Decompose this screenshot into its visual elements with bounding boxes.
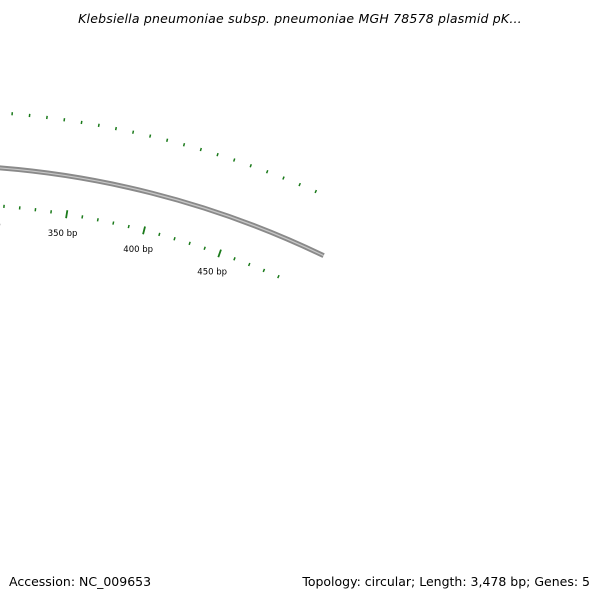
topology-summary: Topology: circular; Length: 3,478 bp; Ge…: [302, 574, 590, 589]
outer-tick: [314, 189, 318, 194]
inner-ruler-label: 400 bp: [123, 245, 153, 255]
inner-tick: [247, 262, 251, 267]
inner-tick: [158, 232, 161, 237]
inner-tick: [217, 249, 222, 258]
outer-tick: [216, 152, 219, 157]
inner-tick: [127, 224, 130, 229]
inner-tick: [188, 241, 191, 246]
outer-tick-ruler: [11, 112, 318, 194]
inner-tick-ruler: [3, 204, 280, 279]
outer-tick: [282, 176, 285, 180]
outer-tick: [298, 182, 301, 187]
outer-tick: [182, 143, 186, 147]
inner-tick: [173, 236, 176, 241]
outer-tick: [249, 163, 252, 168]
inner-ruler-label: 350 bp: [48, 229, 78, 239]
plasmid-backbone: [0, 165, 325, 258]
inner-tick: [262, 268, 266, 273]
inner-tick: [81, 215, 84, 219]
map-title: Klebsiella pneumoniae subsp. pneumoniae …: [78, 11, 522, 26]
backbone-arc: [0, 165, 325, 258]
inner-tick: [277, 274, 280, 279]
outer-tick: [97, 123, 100, 128]
outer-tick: [166, 138, 169, 142]
outer-tick: [80, 120, 83, 125]
outer-tick: [232, 158, 236, 162]
inner-ruler-label: 450 bp: [197, 267, 227, 277]
inner-tick: [233, 257, 236, 261]
inner-tick: [112, 221, 115, 225]
inner-tick: [96, 218, 99, 222]
accession-label: Accession: NC_009653: [9, 574, 152, 589]
outer-tick: [149, 134, 152, 138]
outer-tick: [265, 169, 269, 174]
outer-tick: [114, 126, 118, 131]
outer-tick: [132, 130, 135, 134]
inner-tick: [203, 246, 206, 250]
backbone-highlight: [0, 167, 324, 257]
outer-tick: [199, 147, 203, 152]
inner-ruler-label: 300 bp: [0, 220, 1, 230]
inner-tick: [65, 210, 69, 219]
inner-tick: [142, 226, 146, 235]
